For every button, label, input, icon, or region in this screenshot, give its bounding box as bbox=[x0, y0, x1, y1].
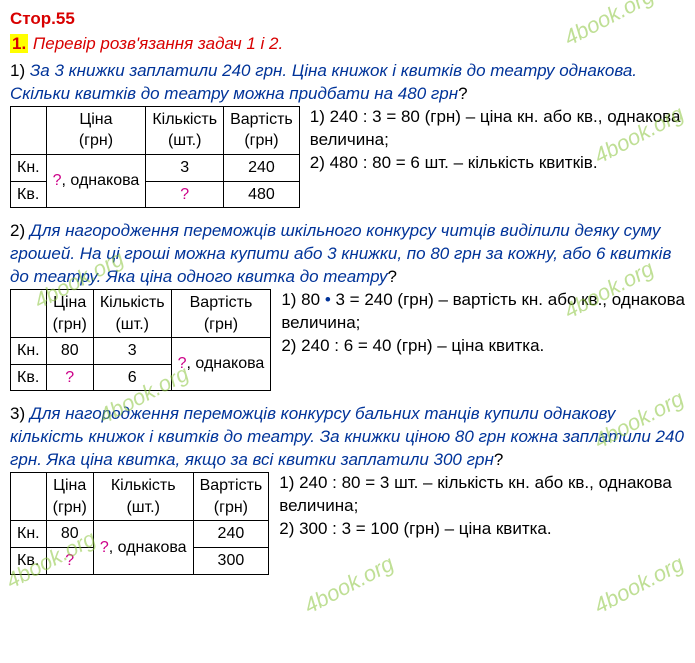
problem-text: 2) Для нагородження переможців шкільного… bbox=[10, 220, 685, 289]
table-header bbox=[11, 106, 47, 154]
table-header: Ціна(грн) bbox=[46, 106, 146, 154]
task-line: 1. Перевір розв'язання задач 1 і 2. bbox=[10, 33, 685, 56]
page-header: Стор.55 bbox=[10, 8, 685, 31]
table-row: Кн.803?, однакова bbox=[11, 338, 271, 365]
table-header bbox=[11, 289, 47, 337]
data-table: Ціна(грн)Кількість(шт.)Вартість(грн)Кн.?… bbox=[10, 106, 300, 208]
solution-line: 2) 300 : 3 = 100 (грн) – ціна квитка. bbox=[279, 518, 685, 541]
table-header: Кількість(шт.) bbox=[93, 289, 171, 337]
solution-line: 1) 240 : 3 = 80 (грн) – ціна кн. або кв.… bbox=[310, 106, 685, 152]
data-table: Ціна(грн)Кількість(шт.)Вартість(грн)Кн.8… bbox=[10, 289, 271, 391]
task-title: Перевір розв'язання задач 1 і 2. bbox=[33, 34, 283, 53]
solution: 1) 240 : 80 = 3 шт. – кількість кн. або … bbox=[279, 472, 685, 541]
problem-row: Ціна(грн)Кількість(шт.)Вартість(грн)Кн.8… bbox=[10, 289, 685, 391]
solution: 1) 80 • 3 = 240 (грн) – вартість кн. або… bbox=[281, 289, 685, 358]
problem-text: 1) За 3 книжки заплатили 240 грн. Ціна к… bbox=[10, 60, 685, 106]
problem-row: Ціна(грн)Кількість(шт.)Вартість(грн)Кн.8… bbox=[10, 472, 685, 574]
solution-line: 1) 240 : 80 = 3 шт. – кількість кн. або … bbox=[279, 472, 685, 518]
solution: 1) 240 : 3 = 80 (грн) – ціна кн. або кв.… bbox=[310, 106, 685, 175]
table-header: Ціна(грн) bbox=[46, 289, 93, 337]
data-table: Ціна(грн)Кількість(шт.)Вартість(грн)Кн.8… bbox=[10, 472, 269, 574]
solution-line: 2) 240 : 6 = 40 (грн) – ціна квитка. bbox=[281, 335, 685, 358]
problem-row: Ціна(грн)Кількість(шт.)Вартість(грн)Кн.?… bbox=[10, 106, 685, 208]
solution-line: 2) 480 : 80 = 6 шт. – кількість квитків. bbox=[310, 152, 685, 175]
table-header: Вартість(грн) bbox=[171, 289, 271, 337]
table-header: Вартість(грн) bbox=[193, 473, 269, 521]
solution-line: 1) 80 • 3 = 240 (грн) – вартість кн. або… bbox=[281, 289, 685, 335]
table-header: Ціна(грн) bbox=[46, 473, 93, 521]
table-row: Кн.80?, однакова240 bbox=[11, 521, 269, 548]
task-number-box: 1. bbox=[10, 34, 28, 53]
table-header bbox=[11, 473, 47, 521]
table-header: Кількість(шт.) bbox=[93, 473, 193, 521]
table-header: Вартість(грн) bbox=[224, 106, 300, 154]
problem-text: 3) Для нагородження переможців конкурсу … bbox=[10, 403, 685, 472]
table-header: Кількість(шт.) bbox=[146, 106, 224, 154]
table-row: Кн.?, однакова3240 bbox=[11, 154, 300, 181]
